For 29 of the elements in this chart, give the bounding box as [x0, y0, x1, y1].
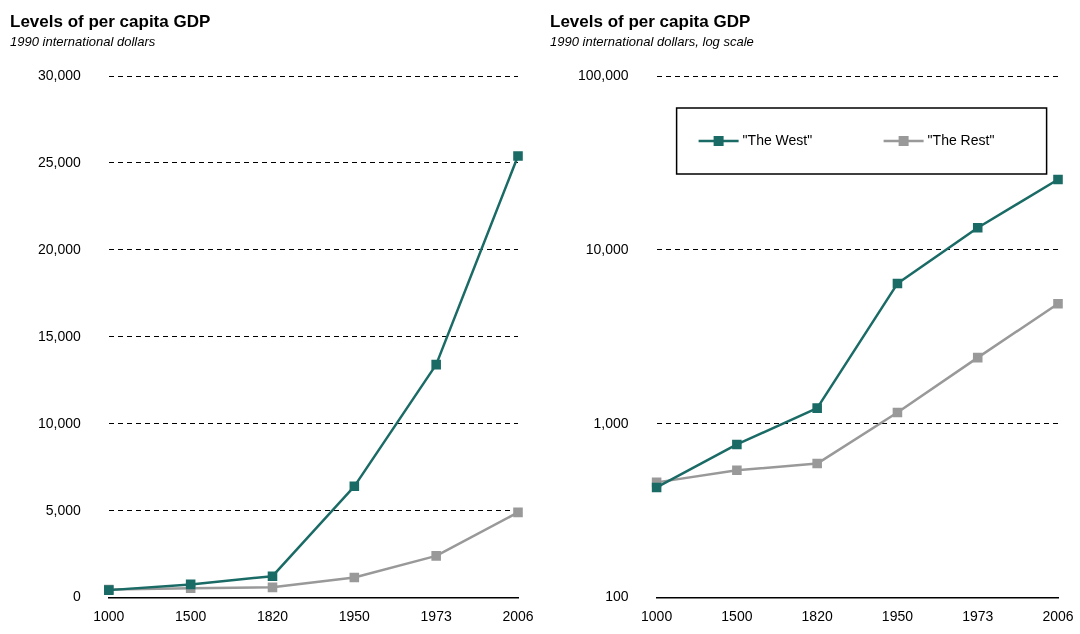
- y-tick-label: 20,000: [37, 240, 82, 257]
- x-tick-label: 1500: [721, 607, 753, 624]
- x-tick-label: 1500: [175, 607, 207, 624]
- y-tick-label: 25,000: [37, 153, 82, 170]
- y-tick-label: 1,000: [593, 414, 629, 431]
- chart-subtitle: 1990 international dollars, log scale: [550, 33, 754, 49]
- y-tick-label: 0: [73, 588, 82, 605]
- x-tick-label: 1973: [420, 607, 452, 624]
- legend-label: "The West": [742, 131, 813, 148]
- x-tick-label: 2006: [502, 607, 534, 624]
- x-tick-label: 1000: [641, 607, 673, 624]
- x-tick-label: 1973: [962, 607, 994, 624]
- x-tick-label: 1950: [338, 607, 371, 624]
- x-tick-label: 1820: [256, 607, 289, 624]
- y-tick-label: 100,000: [578, 66, 629, 83]
- y-tick-label: 30,000: [37, 66, 82, 83]
- legend-label: "The Rest": [927, 131, 995, 148]
- x-tick-label: 1000: [93, 607, 125, 624]
- y-tick-label: 15,000: [37, 327, 82, 344]
- chart-title: Levels of per capita GDP: [550, 11, 751, 31]
- y-tick-label: 10,000: [37, 414, 82, 431]
- y-tick-label: 100: [605, 588, 629, 605]
- y-tick-label: 5,000: [45, 501, 82, 518]
- x-tick-label: 2006: [1042, 607, 1074, 624]
- chart-title: Levels of per capita GDP: [10, 11, 211, 31]
- x-tick-label: 1950: [881, 607, 914, 624]
- chart-subtitle: 1990 international dollars: [10, 33, 156, 49]
- x-tick-label: 1820: [801, 607, 833, 624]
- y-tick-label: 10,000: [585, 240, 629, 257]
